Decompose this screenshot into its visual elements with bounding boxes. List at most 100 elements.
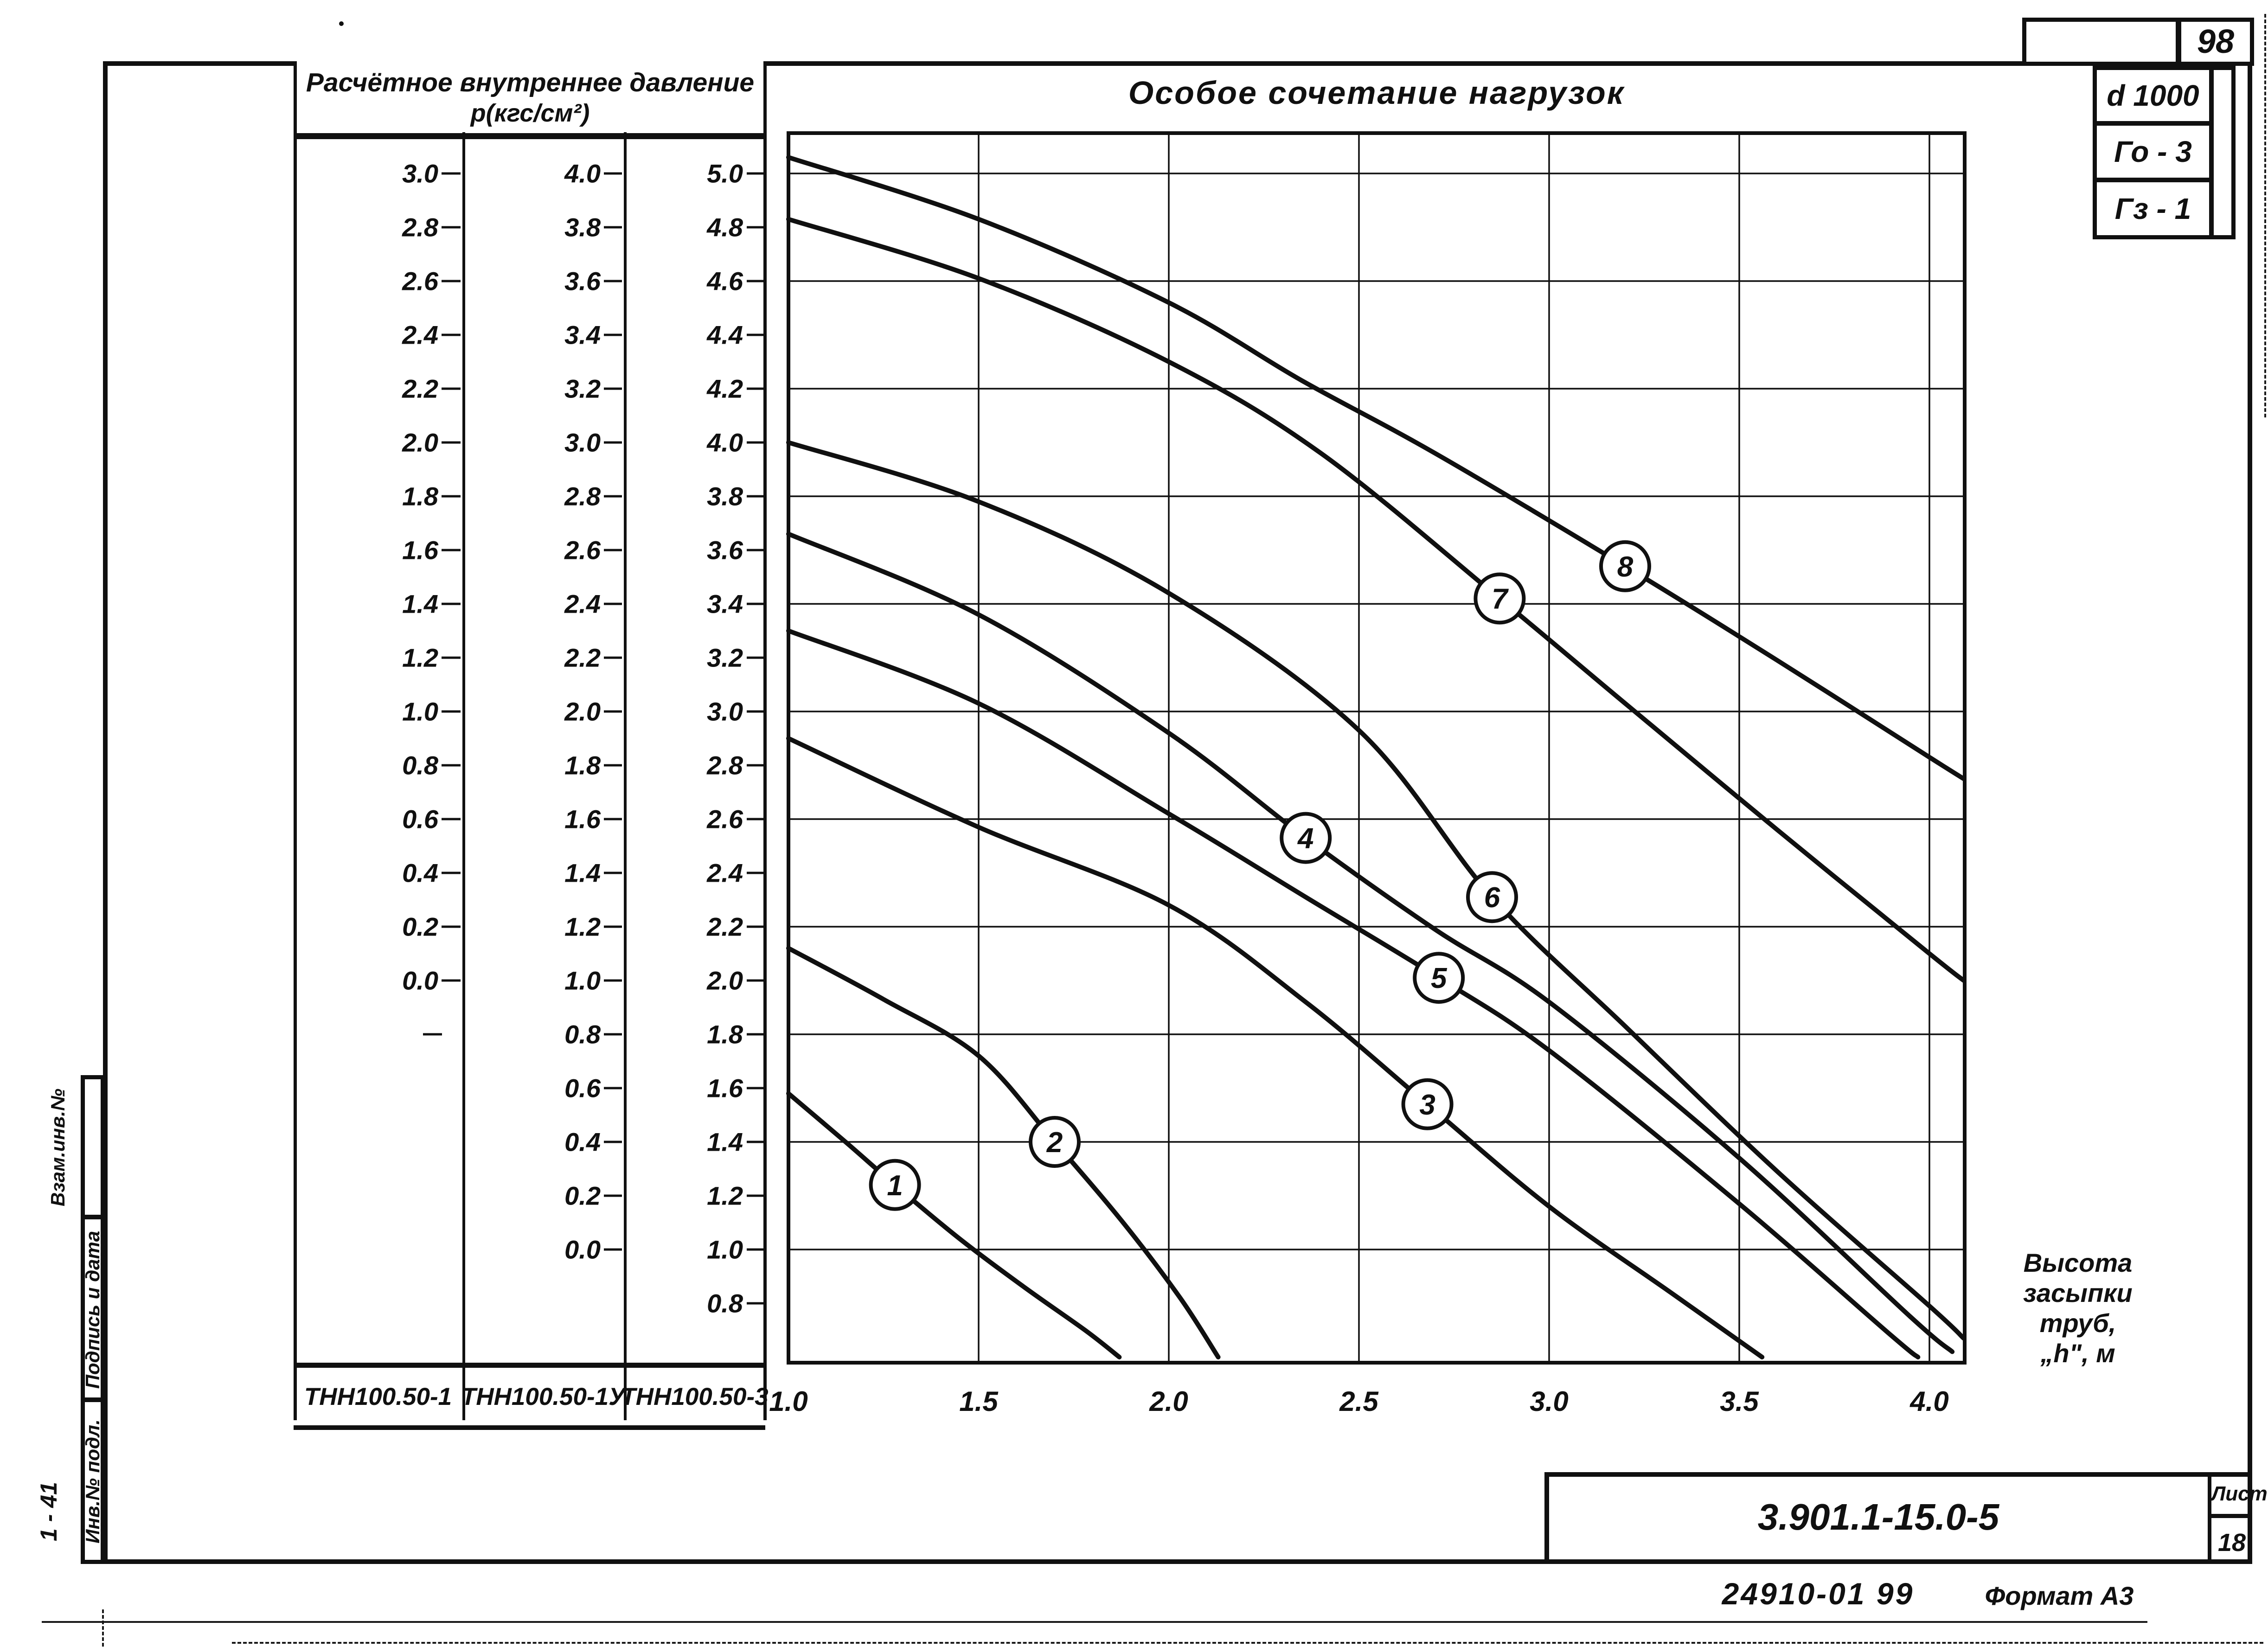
x-axis-caption: Высота засыпки труб, „h", м	[1985, 1248, 2171, 1368]
scale-value: 1.6	[402, 535, 438, 565]
svg-text:8: 8	[1617, 551, 1634, 583]
stamp-side-strip	[2210, 66, 2236, 239]
fold-mark	[102, 1609, 104, 1647]
curve-7	[786, 217, 1966, 983]
scale-value: 0.4	[564, 1127, 601, 1157]
stamp-gz1: Гз - 1	[2114, 192, 2191, 225]
scan-line-solid	[42, 1621, 2147, 1623]
scale-value: 3.0	[707, 697, 743, 726]
scale-value: 3.2	[564, 374, 601, 404]
curve-marker-5: 5	[1413, 952, 1465, 1004]
sidebar-cell-inv	[81, 1398, 105, 1564]
scale-value: 2.0	[402, 428, 438, 457]
pipe-class-2: ТНН100.50-1У	[461, 1383, 626, 1410]
scale-value: 3.6	[707, 535, 743, 565]
table-border-left	[294, 61, 297, 1420]
stamp-go3: Го - 3	[2114, 135, 2192, 168]
scale-value: 1.0	[707, 1235, 743, 1264]
scale-value: 4.0	[707, 428, 743, 457]
scale-value: 4.2	[707, 374, 743, 404]
footer-cell-1: ТНН100.50-1	[294, 1363, 462, 1430]
scale-value: 3.6	[564, 266, 601, 296]
footer-cell-2: ТНН100.50-1У	[461, 1363, 626, 1430]
doc-code: 24910-01 99	[1722, 1577, 1915, 1611]
svg-text:2.5: 2.5	[1339, 1386, 1379, 1417]
scale-value: 0.2	[402, 912, 438, 942]
curve-3	[786, 736, 1765, 1359]
scale-value: 0.6	[402, 804, 438, 834]
scale-value: 4.6	[707, 266, 743, 296]
scale-value: 3.2	[707, 643, 743, 673]
table-separator-1	[462, 132, 465, 1420]
svg-text:6: 6	[1484, 882, 1500, 914]
stamp-gz1-box: Гз - 1	[2093, 178, 2213, 239]
scale-value: 0.4	[402, 858, 438, 888]
scale-value: 5.0	[707, 159, 743, 188]
scale-value: 0.8	[707, 1288, 743, 1318]
table-border-right	[763, 61, 767, 1420]
scale-value: 0.2	[564, 1181, 601, 1211]
pipe-class-1: ТНН100.50-1	[304, 1383, 452, 1410]
sheet-cell-divider	[2208, 1514, 2252, 1518]
footer-cell-3: ТНН100.50-3	[621, 1363, 769, 1430]
svg-text:1.0: 1.0	[769, 1386, 807, 1417]
x-caption-line3: труб,	[2039, 1308, 2116, 1338]
scale-value: 3.0	[402, 159, 438, 188]
scale-value: 1.0	[402, 697, 438, 726]
scale-value: 1.2	[707, 1181, 743, 1211]
svg-text:2.0: 2.0	[1149, 1386, 1188, 1417]
scale-value: 1.8	[564, 750, 601, 780]
scale-value: 0.8	[402, 750, 438, 780]
svg-text:1.5: 1.5	[959, 1386, 999, 1417]
curve-marker-2: 2	[1029, 1116, 1081, 1168]
scale-value: 1.2	[402, 643, 438, 673]
x-caption-line2: засыпки	[2023, 1278, 2133, 1307]
table-separator-2	[624, 132, 627, 1420]
scale-value: 0.8	[564, 1019, 601, 1049]
sidebar-cell-podpis	[81, 1215, 105, 1402]
pressure-header-line2: р(кгс/см²)	[470, 99, 590, 127]
drawing-frame	[103, 61, 2252, 1564]
scale-value: 3.8	[564, 212, 601, 242]
page-number: 98	[2197, 23, 2235, 60]
stamp-diameter-box: d 1000	[2093, 66, 2213, 125]
curve-1	[786, 1091, 1122, 1359]
curve-marker-4: 4	[1280, 812, 1332, 864]
scale-value: 3.0	[564, 428, 601, 457]
x-caption-line1: Высота	[2023, 1248, 2133, 1277]
scale-value: 2.8	[564, 481, 601, 511]
scale-value: 1.8	[402, 481, 438, 511]
x-caption-line4: „h", м	[2040, 1339, 2115, 1368]
svg-text:4: 4	[1297, 823, 1313, 855]
svg-text:1: 1	[887, 1170, 903, 1202]
chart-title: Особое сочетание нагрузок	[1128, 75, 1625, 111]
scale-value: 1.4	[564, 858, 601, 888]
scale-value: 1.4	[707, 1127, 743, 1157]
page-number-box: 98	[2177, 18, 2254, 66]
svg-text:2: 2	[1046, 1127, 1063, 1159]
scale-value: 1.8	[707, 1019, 743, 1049]
sheet-label: Лист	[2211, 1482, 2268, 1505]
title-block-separator	[2208, 1472, 2211, 1564]
scan-line-dashed	[232, 1642, 2263, 1644]
scale-value: 2.6	[402, 266, 438, 296]
scale-value: 2.0	[564, 697, 601, 726]
scale-value: 3.8	[707, 481, 743, 511]
scale-value: 1.2	[564, 912, 601, 942]
svg-text:3.5: 3.5	[1720, 1386, 1759, 1417]
scan-dot	[339, 21, 344, 26]
curve-2	[786, 946, 1221, 1359]
scale-value: 1.6	[564, 804, 601, 834]
scale-value: 1.4	[402, 589, 438, 619]
curve-marker-7: 7	[1474, 572, 1526, 625]
scale-value: 2.6	[707, 804, 743, 834]
svg-text:3: 3	[1419, 1089, 1435, 1121]
series-code: 3.901.1-15.0-5	[1757, 1496, 1999, 1538]
scale-value: 0.6	[564, 1073, 601, 1103]
pipe-class-3: ТНН100.50-3	[621, 1383, 769, 1410]
scale-value: 4.0	[564, 159, 601, 188]
scale-value: 2.4	[564, 589, 601, 619]
pressure-header-line1: Расчётное внутреннее давление	[306, 67, 755, 97]
